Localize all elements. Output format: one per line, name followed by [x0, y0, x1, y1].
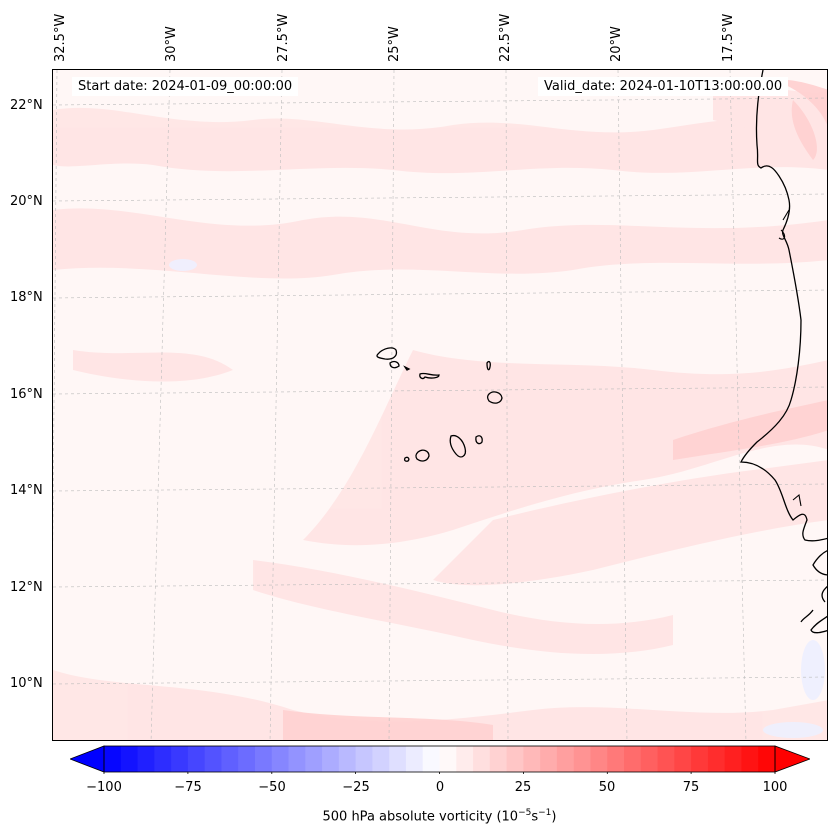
- island-boa-vista: [486, 391, 503, 404]
- negative-vorticity: [169, 259, 825, 738]
- lat-label-18n: 18°N: [10, 290, 43, 305]
- colorbar-step: [590, 746, 608, 772]
- colorbar-step: [607, 746, 625, 772]
- colorbar-tick-minus75: −75: [174, 780, 202, 795]
- map-panel: [52, 69, 828, 741]
- colorbar-extend-high: [774, 745, 810, 773]
- lon-label-32-5w: 32.5°W: [53, 13, 68, 62]
- island-santo-antao: [376, 347, 398, 360]
- colorbar-step: [489, 746, 508, 772]
- lat-label-16n: 16°N: [10, 387, 43, 402]
- colorbar-step: [506, 746, 524, 772]
- lat-label-22n: 22°N: [10, 98, 43, 113]
- africa-coastline-south: [800, 550, 827, 634]
- graticule: [53, 70, 827, 740]
- colorbar-step: [154, 746, 172, 772]
- colorbar-tick-50: 50: [598, 780, 616, 795]
- colorbar-tick-100: 100: [762, 780, 788, 795]
- colorbar-step: [758, 746, 776, 772]
- colorbar-step: [137, 746, 155, 772]
- colorbar: [70, 745, 810, 774]
- cabo-verde-islands: [376, 347, 503, 462]
- colorbar-step: [624, 746, 642, 772]
- colorbar-step: [674, 746, 692, 772]
- colorbar-step: [221, 746, 239, 772]
- colorbar-step: [204, 746, 222, 772]
- island-sao-nicolau: [419, 372, 440, 380]
- colorbar-step: [288, 746, 306, 772]
- colorbar-extend-low: [70, 745, 105, 773]
- colorbar-step: [104, 746, 122, 772]
- island-brava: [403, 456, 410, 462]
- colorbar-step: [372, 746, 390, 772]
- colorbar-ticks: [103, 772, 776, 774]
- colorbar-step: [439, 746, 457, 772]
- colorbar-step: [389, 746, 407, 772]
- colorbar-step: [322, 746, 340, 772]
- colorbar-step: [657, 746, 675, 772]
- lon-label-25w: 25°W: [387, 26, 402, 62]
- colorbar-step: [473, 746, 491, 772]
- colorbar-step: [724, 746, 742, 772]
- colorbar-step: [741, 746, 759, 772]
- colorbar-tick-minus50: −50: [258, 780, 286, 795]
- colorbar-tick-25: 25: [514, 780, 532, 795]
- lat-label-10n: 10°N: [10, 676, 43, 691]
- colorbar-step: [707, 746, 726, 772]
- valid-date-label: Valid_date: 2024-01-10T13:00:00.00: [538, 77, 789, 96]
- colorbar-step: [238, 746, 256, 772]
- colorbar-step: [254, 746, 273, 772]
- lon-label-22-5w: 22.5°W: [498, 13, 513, 62]
- colorbar-tick-minus100: −100: [86, 780, 122, 795]
- colorbar-step: [355, 746, 373, 772]
- island-sal: [486, 360, 491, 371]
- colorbar-step: [171, 746, 189, 772]
- vorticity-contours: [53, 87, 827, 740]
- colorbar-step: [405, 746, 424, 772]
- colorbar-step: [691, 746, 709, 772]
- lon-label-20w: 20°W: [609, 26, 624, 62]
- colorbar-step: [120, 746, 139, 772]
- colorbar-step: [305, 746, 323, 772]
- lat-label-20n: 20°N: [10, 194, 43, 209]
- colorbar-steps: [104, 746, 776, 772]
- island-maio: [475, 435, 483, 445]
- lat-label-12n: 12°N: [10, 580, 43, 595]
- colorbar-step: [456, 746, 474, 772]
- colorbar-step: [556, 746, 575, 772]
- colorbar-step: [338, 746, 357, 772]
- colorbar-step: [640, 746, 659, 772]
- colorbar-step: [573, 746, 591, 772]
- colorbar-step: [523, 746, 541, 772]
- start-date-label: Start date: 2024-01-09_00:00:00: [72, 77, 299, 96]
- coast-inlets: [778, 209, 802, 507]
- colorbar-step: [187, 746, 206, 772]
- lon-label-30w: 30°W: [164, 26, 179, 62]
- colorbar-tick-75: 75: [682, 780, 700, 795]
- island-fogo: [415, 449, 430, 462]
- island-santiago: [449, 434, 467, 458]
- lon-label-17-5w: 17.5°W: [721, 13, 736, 62]
- colorbar-tick-minus25: −25: [342, 780, 370, 795]
- colorbar-step: [271, 746, 290, 772]
- africa-coastline: [739, 70, 827, 542]
- vorticity-field: [53, 70, 827, 740]
- lon-label-27-5w: 27.5°W: [276, 13, 291, 62]
- colorbar-step: [540, 746, 558, 772]
- lat-label-14n: 14°N: [10, 483, 43, 498]
- island-sao-vicente: [389, 360, 400, 369]
- colorbar-tick-0: 0: [435, 780, 445, 795]
- vorticity-strong: [283, 79, 827, 740]
- colorbar-step: [422, 746, 440, 772]
- colorbar-title: 500 hPa absolute vorticity (10−5s−1): [322, 808, 557, 825]
- island-santa-luzia: [403, 365, 411, 371]
